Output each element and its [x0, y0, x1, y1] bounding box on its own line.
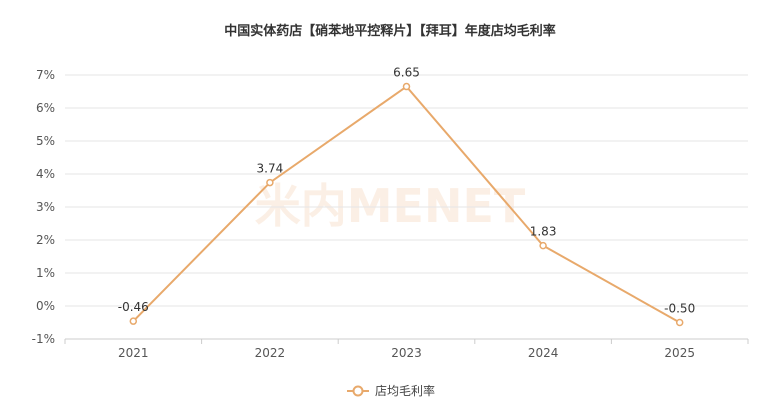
- x-axis: 2021 2022 2023 2024 2025: [64, 338, 749, 360]
- legend-marker-icon: [352, 385, 364, 397]
- data-point[interactable]: [129, 317, 138, 325]
- grid-lines: [65, 74, 748, 340]
- data-label: -0.50: [664, 302, 695, 316]
- y-tick-label: 5%: [36, 134, 55, 148]
- y-tick-label: 6%: [36, 101, 55, 115]
- data-point[interactable]: [402, 82, 411, 91]
- chart-title: 中国实体药店【硝苯地平控释片】【拜耳】年度店均毛利率: [224, 23, 556, 39]
- x-tick-label: 2024: [528, 346, 559, 360]
- y-tick-label: 7%: [36, 68, 55, 82]
- data-label: 1.83: [530, 225, 557, 239]
- data-point[interactable]: [675, 318, 684, 327]
- y-tick-label: -1%: [32, 332, 55, 346]
- x-tick-label: 2025: [664, 346, 695, 360]
- series-line-group: -0.46 3.74 6.65 1.83 -0.50: [118, 66, 695, 327]
- y-tick-label: 2%: [36, 233, 55, 247]
- y-tick-label: 3%: [36, 200, 55, 214]
- data-point[interactable]: [266, 178, 274, 187]
- y-tick-label: 4%: [36, 167, 55, 181]
- x-tick-label: 2021: [118, 346, 149, 360]
- data-label: -0.46: [118, 300, 149, 314]
- y-axis: -1% 0% 1% 2% 3% 4% 5% 6% 7%: [32, 68, 55, 346]
- x-tick-label: 2022: [255, 346, 286, 360]
- data-label: 6.65: [393, 66, 420, 80]
- watermark-logo: 米内MENET: [255, 179, 526, 233]
- y-tick-label: 1%: [36, 266, 55, 280]
- legend[interactable]: 店均毛利率: [347, 383, 435, 398]
- data-label: 3.74: [257, 162, 284, 176]
- data-point[interactable]: [539, 241, 547, 250]
- legend-label: 店均毛利率: [375, 383, 435, 398]
- y-tick-label: 0%: [36, 299, 55, 313]
- x-tick-label: 2023: [391, 346, 422, 360]
